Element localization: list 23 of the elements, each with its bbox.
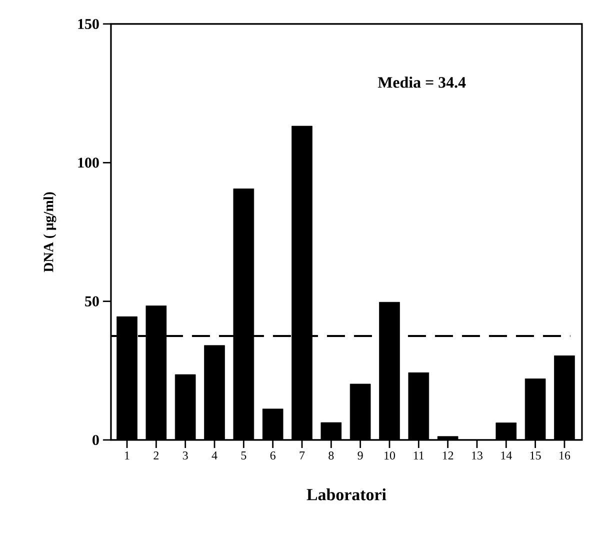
- y-tick-label: 50: [85, 296, 99, 306]
- x-tick-label: 1: [125, 452, 130, 460]
- x-axis-title: Laboratori: [306, 488, 386, 500]
- x-tick-label: 4: [212, 452, 218, 460]
- x-tick-label: 15: [530, 452, 541, 460]
- x-tick-label: 7: [300, 452, 305, 460]
- x-tick-label: 11: [414, 452, 424, 460]
- y-tick-label: 0: [92, 434, 99, 446]
- x-tick-label: 16: [560, 452, 570, 460]
- x-tick-label: 3: [182, 452, 188, 460]
- annotation: Media = 34.4: [378, 76, 466, 88]
- x-tick-label: 13: [472, 452, 482, 460]
- x-tick-label: 9: [358, 452, 363, 460]
- x-tick-label: 8: [328, 452, 334, 460]
- y-tick-label: 150: [78, 18, 99, 30]
- y-tick-label: 100: [78, 158, 99, 168]
- y-axis-title: DNA ( μg/ml): [43, 192, 56, 272]
- x-tick-label: 2: [154, 452, 158, 460]
- x-tick-label: 6: [270, 452, 276, 460]
- x-tick-label: 5: [241, 452, 246, 460]
- x-tick-label: 10: [384, 452, 395, 460]
- x-tick-label: 12: [442, 452, 454, 460]
- x-tick-label: 14: [501, 452, 512, 460]
